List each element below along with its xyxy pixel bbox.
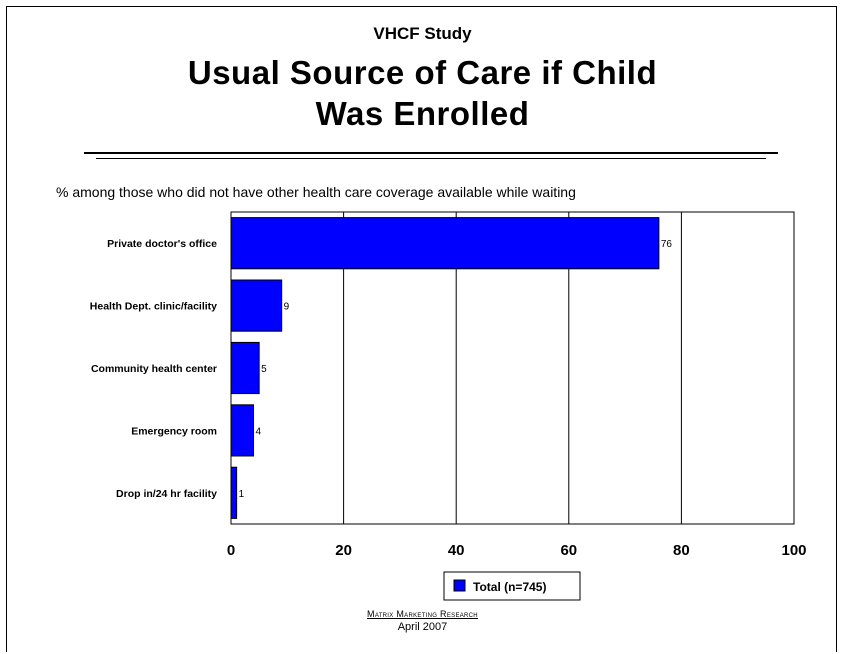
title-line-2: Was Enrolled: [315, 95, 530, 132]
legend-swatch: [453, 579, 466, 592]
study-supertitle: VHCF Study: [373, 24, 472, 43]
data-label: 4: [256, 426, 262, 437]
footer-date: April 2007: [397, 621, 448, 633]
data-label: 5: [261, 364, 267, 375]
title-rule-thin: [96, 158, 766, 159]
legend-label: Total (n=745): [473, 580, 546, 594]
bar: [230, 217, 660, 270]
bar: [230, 341, 260, 395]
category-label: Drop in/24 hr facility: [116, 488, 217, 500]
x-tick-label: 80: [673, 542, 690, 559]
category-label: Health Dept. clinic/facility: [90, 301, 217, 313]
x-tick-label: 60: [560, 542, 577, 559]
chart-subtitle: % among those who did not have other hea…: [56, 184, 576, 200]
chart-title: Usual Source of Care if Child Was Enroll…: [0, 52, 845, 134]
title-line-1: Usual Source of Care if Child: [187, 54, 658, 91]
bar: [230, 404, 255, 457]
footer-organization: Matrix Marketing Research: [367, 609, 478, 619]
legend-box: [443, 571, 581, 601]
data-label: 1: [239, 489, 245, 500]
data-label: 9: [284, 302, 290, 313]
x-tick-label: 20: [335, 542, 352, 559]
category-label: Private doctor's office: [107, 238, 217, 250]
x-tick-label: 0: [227, 542, 235, 559]
bar: [230, 279, 283, 332]
category-label: Community health center: [91, 363, 217, 375]
title-rule-thick: [84, 152, 778, 154]
category-label: Emergency room: [131, 425, 217, 437]
data-label: 76: [661, 239, 673, 250]
slide-frame: [6, 6, 837, 652]
x-tick-label: 100: [781, 542, 806, 559]
bar: [230, 466, 238, 519]
x-tick-label: 40: [448, 542, 465, 559]
